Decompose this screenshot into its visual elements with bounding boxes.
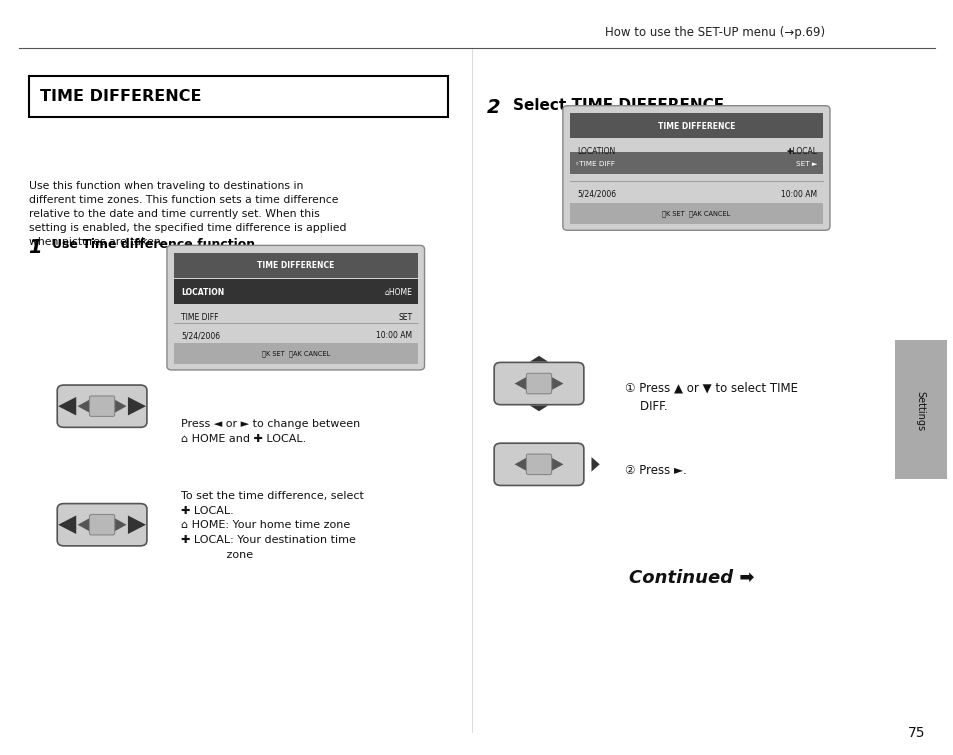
Text: 5/24/2006: 5/24/2006 [577,190,616,199]
Text: 10:00 AM: 10:00 AM [375,331,412,341]
Polygon shape [548,375,563,392]
Text: TIME DIFFERENCE: TIME DIFFERENCE [256,261,335,270]
FancyBboxPatch shape [569,203,822,224]
Text: SET ►: SET ► [795,161,817,167]
Text: Continued ➡: Continued ➡ [628,569,754,587]
FancyBboxPatch shape [526,373,551,394]
Polygon shape [128,397,146,415]
FancyBboxPatch shape [562,106,829,230]
FancyBboxPatch shape [57,385,147,427]
Polygon shape [514,375,529,392]
Text: ✚LOCAL: ✚LOCAL [786,146,817,156]
Text: TIME DIFF: TIME DIFF [181,313,218,322]
FancyBboxPatch shape [173,253,417,278]
Text: TIME DIFFERENCE: TIME DIFFERENCE [657,122,735,131]
Text: Settings: Settings [915,391,924,432]
Polygon shape [548,456,563,473]
FancyBboxPatch shape [57,504,147,546]
FancyBboxPatch shape [90,514,114,535]
Text: 1: 1 [29,238,42,257]
Polygon shape [58,516,76,534]
Polygon shape [514,456,529,473]
Polygon shape [112,516,127,533]
FancyBboxPatch shape [569,152,822,174]
FancyBboxPatch shape [569,113,822,138]
FancyBboxPatch shape [173,279,417,304]
FancyBboxPatch shape [494,443,583,485]
Text: ② Press ►.: ② Press ►. [624,464,686,477]
Text: TIME DIFFERENCE: TIME DIFFERENCE [40,89,201,103]
Text: Press ◄ or ► to change between
⌂ HOME and ✚ LOCAL.: Press ◄ or ► to change between ⌂ HOME an… [181,419,360,444]
Text: ① Press ▲ or ▼ to select TIME
    DIFF.: ① Press ▲ or ▼ to select TIME DIFF. [624,381,797,413]
FancyBboxPatch shape [90,396,114,417]
Polygon shape [77,516,92,533]
FancyBboxPatch shape [173,343,417,364]
Text: ⓄK SET  ⒷAK CANCEL: ⓄK SET ⒷAK CANCEL [261,350,330,356]
Polygon shape [128,516,146,534]
FancyBboxPatch shape [526,454,551,475]
Text: LOCATION: LOCATION [577,146,615,156]
Text: ⌂HOME: ⌂HOME [384,288,412,297]
Text: Use Time difference function.: Use Time difference function. [52,238,260,251]
Polygon shape [529,405,548,411]
Polygon shape [58,397,76,415]
Polygon shape [77,398,92,414]
Text: LOCATION: LOCATION [181,288,224,297]
FancyBboxPatch shape [494,362,583,405]
Text: 5/24/2006: 5/24/2006 [181,331,220,341]
Polygon shape [591,457,599,472]
Text: To set the time difference, select
✚ LOCAL.
⌂ HOME: Your home time zone
✚ LOCAL:: To set the time difference, select ✚ LOC… [181,491,364,560]
Text: 75: 75 [907,726,924,740]
Text: ⓄK SET  ⒷAK CANCEL: ⓄK SET ⒷAK CANCEL [661,211,730,217]
Text: SET: SET [397,313,412,322]
FancyBboxPatch shape [29,76,448,117]
Text: 2: 2 [486,98,499,117]
FancyBboxPatch shape [894,340,946,479]
FancyBboxPatch shape [167,245,424,370]
Text: 10:00 AM: 10:00 AM [781,190,817,199]
Text: Select TIME DIFFERENCE.: Select TIME DIFFERENCE. [513,98,729,113]
Polygon shape [112,398,127,414]
Polygon shape [529,356,548,362]
Text: Use this function when traveling to destinations in
different time zones. This f: Use this function when traveling to dest… [29,181,346,247]
Text: ◦TIME DIFF: ◦TIME DIFF [575,161,615,167]
Text: How to use the SET-UP menu (→p.69): How to use the SET-UP menu (→p.69) [605,26,824,39]
